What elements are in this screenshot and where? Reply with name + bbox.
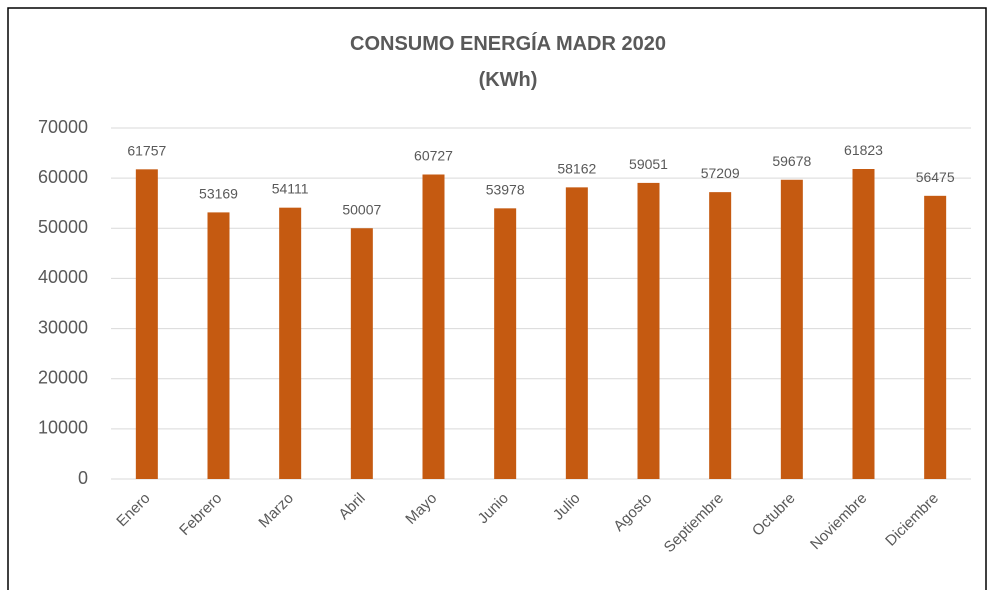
chart-title: CONSUMO ENERGÍA MADR 2020 xyxy=(350,32,666,55)
bar xyxy=(494,208,517,480)
y-tick-label: 40000 xyxy=(38,267,88,287)
y-tick-label: 70000 xyxy=(38,117,88,137)
bar xyxy=(135,169,158,479)
y-tick-label: 0 xyxy=(78,468,88,488)
y-tick-label: 30000 xyxy=(38,317,88,337)
y-tick-label: 20000 xyxy=(38,367,88,387)
bar xyxy=(637,182,660,479)
value-label: 50007 xyxy=(342,201,381,217)
value-label: 59051 xyxy=(629,156,668,172)
bar xyxy=(207,212,230,479)
chart-subtitle: (KWh) xyxy=(479,69,538,91)
y-tick-label: 60000 xyxy=(38,167,88,187)
value-label: 60727 xyxy=(414,147,453,163)
value-label: 54111 xyxy=(272,181,309,197)
value-label: 59678 xyxy=(772,153,811,169)
bar xyxy=(709,192,732,479)
bar xyxy=(780,179,803,480)
value-label: 56475 xyxy=(916,169,955,185)
bar xyxy=(565,187,588,479)
bar xyxy=(279,207,302,479)
bar xyxy=(924,195,947,479)
y-tick-label: 50000 xyxy=(38,217,88,237)
value-label: 61823 xyxy=(844,142,883,158)
value-label: 53169 xyxy=(199,185,238,201)
value-label: 58162 xyxy=(557,160,596,176)
value-label: 57209 xyxy=(701,165,740,181)
value-label: 61757 xyxy=(127,142,166,158)
bar xyxy=(852,169,875,479)
bar xyxy=(350,228,373,479)
value-label: 53978 xyxy=(486,181,525,197)
bar xyxy=(422,174,445,479)
y-tick-label: 10000 xyxy=(38,418,88,438)
